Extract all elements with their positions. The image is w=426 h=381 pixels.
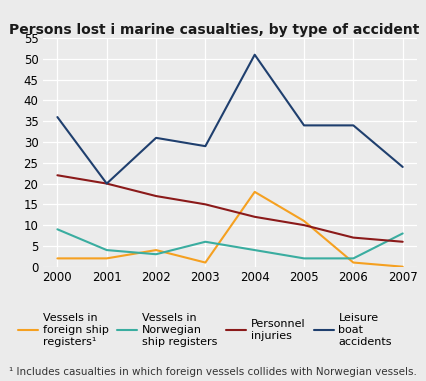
Text: Persons lost i marine casualties, by type of accident: Persons lost i marine casualties, by typ… <box>9 23 419 37</box>
Legend: Vessels in
foreign ship
registers¹, Vessels in
Norwegian
ship registers, Personn: Vessels in foreign ship registers¹, Vess… <box>18 314 392 347</box>
Text: ¹ Includes casualties in which foreign vessels collides with Norwegian vessels.: ¹ Includes casualties in which foreign v… <box>9 367 416 377</box>
